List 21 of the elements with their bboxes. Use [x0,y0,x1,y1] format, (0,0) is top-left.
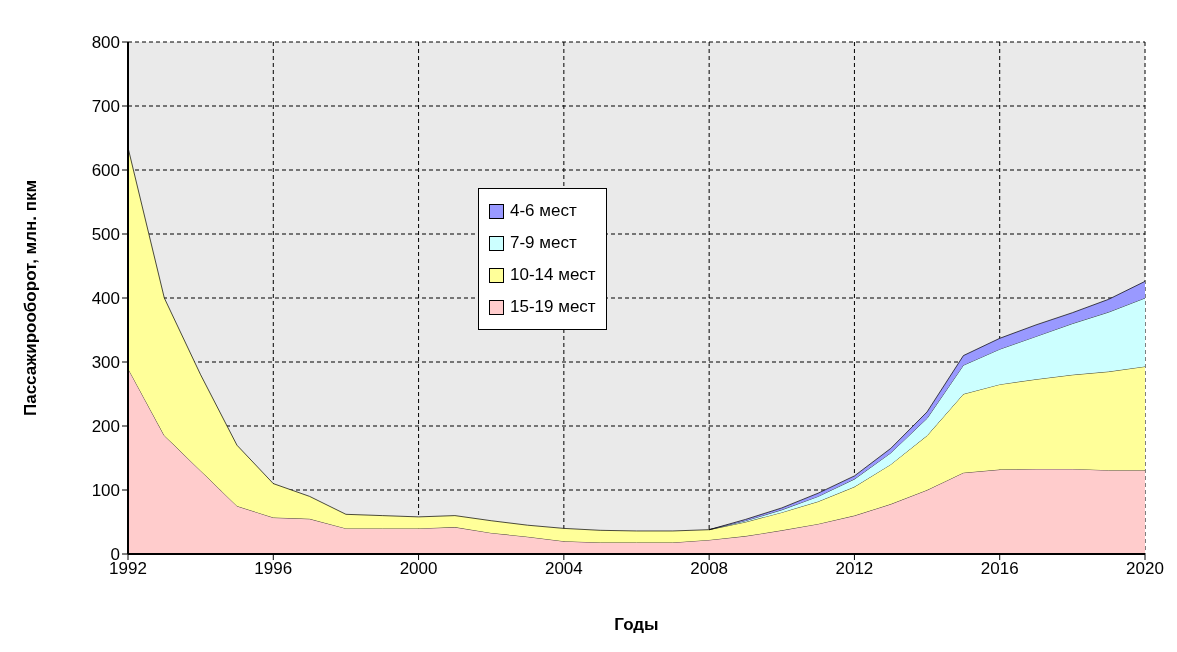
legend-label: 15-19 мест [510,296,596,318]
y-tick-label: 400 [91,289,120,309]
y-axis-title: Пассажирооборот, млн. пкм [21,179,40,417]
legend-label: 10-14 мест [510,264,596,286]
x-tick-label: 2008 [690,559,729,579]
x-tick-label: 2012 [835,559,874,579]
y-tick-label: 300 [91,353,120,373]
x-tick-label: 1996 [254,559,293,579]
x-tick-label: 2000 [399,559,438,579]
y-tick-label: 600 [91,161,120,181]
y-tick-label: 700 [91,97,120,117]
x-tick-label: 2004 [544,559,583,579]
legend-label: 7-9 мест [510,232,577,254]
y-tick-label: 800 [91,33,120,53]
x-tick-label: 2020 [1126,559,1164,579]
legend-label: 4-6 мест [510,200,577,222]
y-tick-label: 500 [91,225,120,245]
x-tick-label: 2016 [980,559,1019,579]
y-tick-label: 200 [91,417,120,437]
y-tick-label: 100 [91,481,120,501]
x-axis-title: Годы [614,615,659,634]
